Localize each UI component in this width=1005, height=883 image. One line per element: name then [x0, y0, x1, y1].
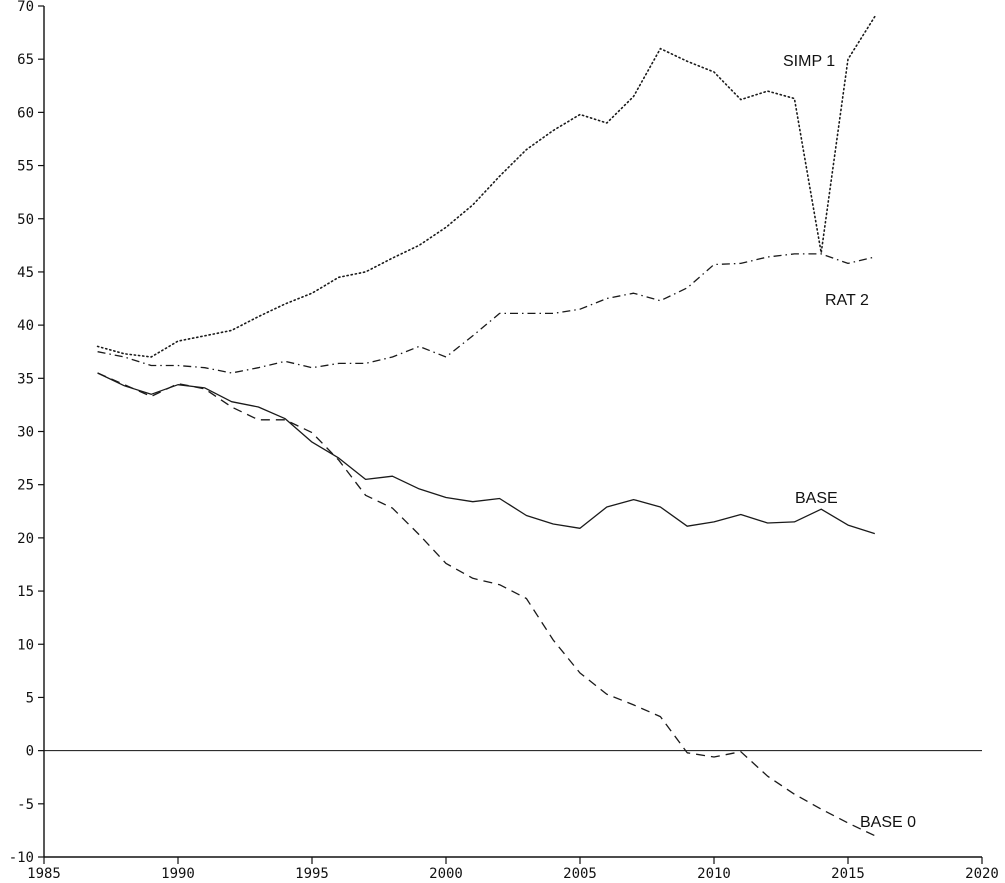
- x-tick-label: 2015: [831, 866, 865, 882]
- y-tick-label: 50: [17, 212, 34, 228]
- y-tick-label: 70: [17, 0, 34, 15]
- x-axis-ticks: 1985 1990 1995 2000 2005 2010 2015 2020: [27, 857, 999, 882]
- x-tick-label: 2000: [429, 866, 463, 882]
- y-tick-label: 45: [17, 265, 34, 281]
- x-tick-label: 2010: [697, 866, 731, 882]
- y-tick-label: 35: [17, 371, 34, 387]
- y-tick-label: 15: [17, 584, 34, 600]
- y-tick-label: 65: [17, 52, 34, 68]
- y-tick-label: 10: [17, 637, 34, 653]
- x-tick-label: 1990: [161, 866, 195, 882]
- x-tick-label: 1985: [27, 866, 61, 882]
- y-tick-label: 5: [26, 690, 34, 706]
- series-label-base-0: BASE 0: [860, 814, 916, 831]
- y-axis-ticks: -10 -5 0 5 10 15 20 25 30 35 40 45 50 55 60 65 70: [9, 0, 44, 866]
- y-tick-label: -5: [17, 797, 34, 813]
- series-line-rat-2: [97, 253, 875, 374]
- series-label-rat-2: RAT 2: [825, 292, 869, 309]
- y-tick-label: 25: [17, 478, 34, 494]
- y-tick-label: 60: [17, 105, 34, 121]
- y-tick-label: 30: [17, 425, 34, 441]
- series-line-simp-1: [96, 15, 876, 358]
- series-line-base: [97, 372, 875, 535]
- series-line-base-0: [97, 372, 876, 837]
- y-tick-label: 20: [17, 531, 34, 547]
- y-tick-label: 40: [17, 318, 34, 334]
- x-tick-label: 2020: [965, 866, 999, 882]
- y-tick-label: -10: [9, 850, 34, 866]
- series-label-simp-1: SIMP 1: [783, 53, 835, 70]
- x-tick-label: 2005: [563, 866, 597, 882]
- x-tick-label: 1995: [295, 866, 329, 882]
- y-tick-label: 0: [26, 744, 34, 760]
- series-lines: [96, 15, 876, 837]
- y-tick-label: 55: [17, 159, 34, 175]
- chart-axes: [43, 6, 982, 858]
- series-label-base: BASE: [795, 490, 838, 507]
